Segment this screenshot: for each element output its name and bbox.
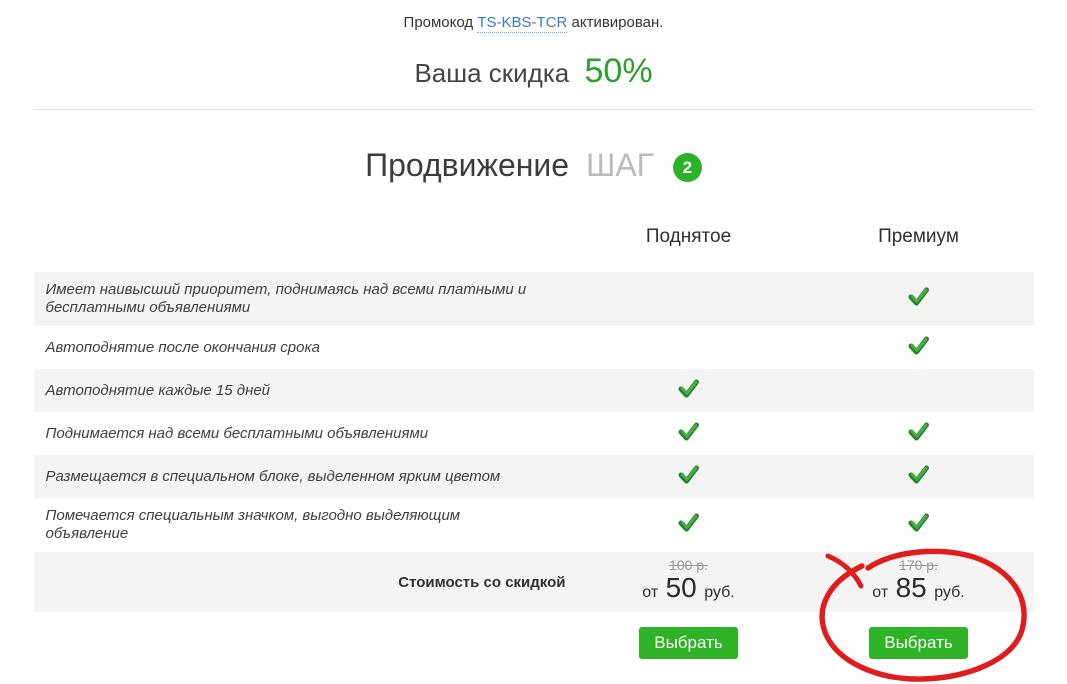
feature-text: Размещается в специальном блоке, выделен… (45, 467, 501, 485)
table-row: Помечается специальным значком, выгодно … (34, 498, 1034, 552)
feature-cell: Помечается специальным значком, выгодно … (34, 498, 574, 552)
premium-cell (804, 422, 1034, 446)
discount-value: 50% (584, 52, 653, 90)
price-row-label: Стоимость со скидкой (398, 573, 566, 591)
divider (33, 109, 1034, 110)
old-price-premium: 170 р. (899, 556, 938, 573)
promo-prefix: Промокод (403, 14, 474, 31)
new-price-raised: от 50 руб. (574, 571, 804, 608)
premium-cell (804, 287, 1034, 311)
table-row: Имеет наивысший приоритет, поднимаясь на… (33, 272, 1034, 326)
button-row: Выбрать Выбрать (34, 627, 1034, 659)
old-price-raised: 100 р. (669, 556, 708, 573)
price-prefix-raised: от (642, 583, 659, 601)
raised-cell (574, 287, 804, 311)
table-row: Поднимается над всеми бесплатными объявл… (34, 412, 1034, 455)
price-value-raised: 50 (665, 571, 697, 603)
raised-cell (574, 422, 804, 446)
price-raised: 100 р. от 50 руб. (574, 557, 804, 608)
price-premium: 170 р. от 85 руб. (804, 557, 1034, 608)
premium-cell (804, 379, 1034, 403)
feature-cell: Автоподнятие после окончания срока (34, 330, 574, 366)
premium-cell (804, 513, 1034, 537)
price-suffix-premium: руб. (934, 583, 965, 601)
step-number-badge: 2 (672, 153, 702, 182)
feature-text: Имеет наивысший приоритет, поднимаясь на… (45, 281, 527, 316)
check-icon (678, 422, 699, 441)
promo-suffix: активирован. (571, 14, 664, 31)
premium-cell (804, 465, 1034, 489)
title-step-label: ШАГ (585, 147, 654, 183)
raised-cell (574, 513, 804, 537)
discount-line: Ваша скидка 50% (0, 51, 1067, 93)
price-value-premium: 85 (895, 571, 927, 603)
page-title: Продвижение ШАГ 2 (0, 147, 1067, 184)
feature-header-spacer (34, 226, 574, 248)
check-icon (908, 513, 929, 532)
button-cell-raised: Выбрать (574, 627, 804, 659)
raised-cell (574, 336, 804, 360)
premium-cell (804, 336, 1034, 360)
new-price-premium: от 85 руб. (804, 571, 1034, 608)
check-icon (908, 287, 929, 306)
price-suffix-raised: руб. (704, 583, 735, 601)
title-main: Продвижение (365, 147, 570, 183)
feature-cell: Размещается в специальном блоке, выделен… (34, 459, 574, 495)
feature-text: Поднимается над всеми бесплатными объявл… (45, 424, 429, 442)
table-row: Размещается в специальном блоке, выделен… (33, 455, 1034, 498)
check-icon (908, 465, 929, 484)
select-button-raised[interactable]: Выбрать (639, 627, 738, 659)
check-icon (908, 422, 929, 441)
feature-cell: Имеет наивысший приоритет, поднимаясь на… (34, 272, 574, 326)
table-row: Автоподнятие каждые 15 дней (33, 369, 1034, 412)
button-cell-premium: Выбрать (804, 627, 1034, 659)
table-row: Автоподнятие после окончания срока (34, 326, 1034, 369)
price-row: Стоимость со скидкой 100 р. от 50 руб. 1… (33, 552, 1034, 612)
raised-cell (574, 379, 804, 403)
discount-label: Ваша скидка (414, 58, 570, 88)
price-prefix-premium: от (872, 583, 889, 601)
check-icon (678, 513, 699, 532)
raised-cell (574, 465, 804, 489)
button-row-spacer (34, 627, 574, 659)
check-icon (678, 379, 699, 398)
table-body: Имеет наивысший приоритет, поднимаясь на… (33, 272, 1034, 552)
check-icon (908, 336, 929, 355)
table-header-row: Поднятое Премиум (34, 226, 1034, 248)
select-button-premium[interactable]: Выбрать (869, 627, 968, 659)
promo-activated-line: Промокод TS-KBS-TCR активирован. (0, 0, 1067, 33)
comparison-table: Поднятое Премиум Имеет наивысший приорит… (33, 226, 1034, 659)
feature-cell: Поднимается над всеми бесплатными объявл… (34, 416, 574, 452)
feature-text: Автоподнятие каждые 15 дней (45, 381, 271, 399)
column-header-raised: Поднятое (645, 226, 732, 247)
feature-cell: Автоподнятие каждые 15 дней (34, 373, 574, 409)
check-icon (678, 465, 699, 484)
feature-text: Помечается специальным значком, выгодно … (45, 507, 461, 542)
column-header-premium: Премиум (878, 226, 959, 247)
promo-code-link[interactable]: TS-KBS-TCR (477, 14, 568, 33)
feature-text: Автоподнятие после окончания срока (45, 338, 320, 356)
